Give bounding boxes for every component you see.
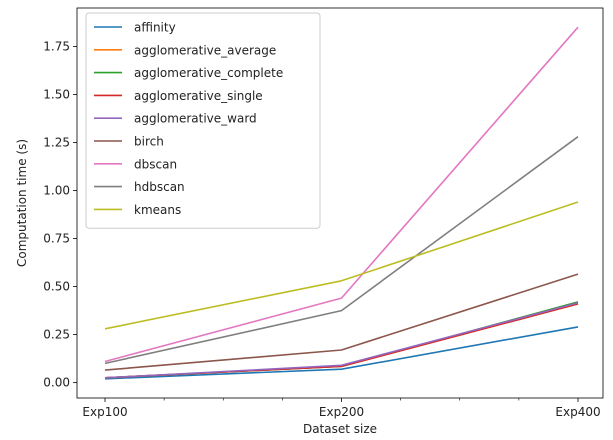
- series-line-agglomerative-ward: [104, 302, 579, 379]
- legend-label: birch: [134, 135, 164, 149]
- series-line-dbscan: [104, 26, 579, 363]
- series-line-hdbscan: [104, 136, 579, 365]
- y-tick-label: 1.25: [43, 135, 70, 149]
- x-axis-title: Dataset size: [303, 422, 377, 436]
- legend: affinity agglomerative_average agglomerati…: [85, 12, 321, 229]
- y-tick-label: 1.00: [43, 184, 70, 198]
- series-line-birch: [104, 273, 579, 371]
- legend-label: dbscan: [134, 157, 177, 171]
- x-tick-label: Exp400: [555, 405, 600, 419]
- series-line-kmeans: [104, 201, 579, 330]
- y-axis-title: Computation time (s): [15, 139, 29, 267]
- plot-frame: [76, 7, 604, 399]
- y-tick-label: 1.50: [43, 87, 70, 101]
- legend-label: affinity: [134, 21, 176, 35]
- series-line-affinity: [104, 326, 579, 380]
- legend-label: agglomerative_single: [134, 89, 263, 103]
- series-layer: [104, 26, 579, 380]
- legend-label: hdbscan: [134, 180, 185, 194]
- legend-label: agglomerative_complete: [134, 66, 283, 80]
- y-tick-label: 0.00: [43, 376, 70, 390]
- axes-layer: 0.00 0.25 0.50 0.75 1.00 1.25 1.50 1.75 Exp100 Ex…: [43, 7, 604, 419]
- y-tick-label: 0.75: [43, 232, 70, 246]
- legend-box: [85, 12, 321, 229]
- legend-label: agglomerative_average: [134, 43, 276, 57]
- y-tick-label: 1.75: [43, 39, 70, 53]
- x-tick-label: Exp100: [82, 405, 127, 419]
- y-tick-label: 0.25: [43, 328, 70, 342]
- x-tick-label: Exp200: [319, 405, 364, 419]
- y-tick-label: 0.50: [43, 280, 70, 294]
- legend-label: kmeans: [134, 203, 181, 217]
- legend-label: agglomerative_ward: [134, 112, 257, 126]
